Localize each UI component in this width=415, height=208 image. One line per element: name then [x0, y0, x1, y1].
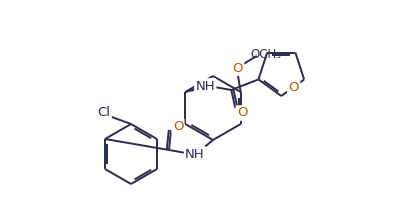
Text: O: O [232, 62, 243, 74]
Text: O: O [173, 120, 183, 132]
Text: OCH₃: OCH₃ [250, 48, 281, 62]
Text: NH: NH [185, 147, 205, 161]
Text: O: O [288, 81, 299, 94]
Text: O: O [237, 106, 247, 120]
Text: Cl: Cl [98, 105, 110, 119]
Text: NH: NH [195, 79, 215, 93]
